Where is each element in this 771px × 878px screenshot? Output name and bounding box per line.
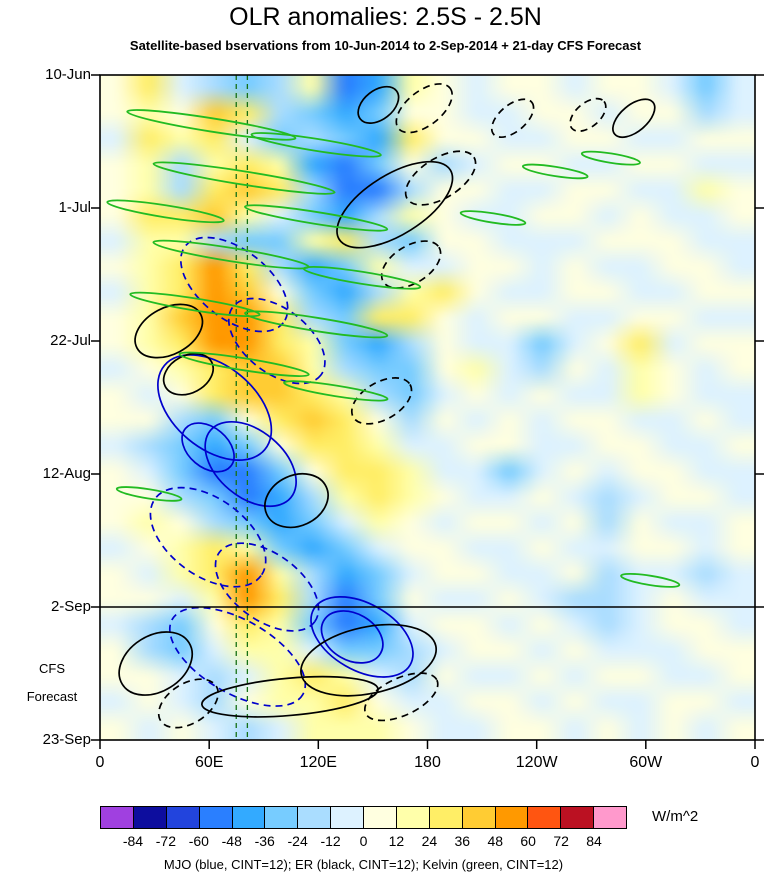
colorbar-level-label: 72 bbox=[553, 833, 569, 849]
x-tick-label: 120W bbox=[515, 754, 558, 771]
colorbar-level-label: -48 bbox=[221, 833, 242, 849]
colorbar-unit-label: W/m^2 bbox=[652, 808, 699, 825]
y-tick-label: 23-Sep bbox=[42, 731, 91, 748]
colorbar-level-label: 12 bbox=[388, 833, 405, 849]
colorbar-cell bbox=[528, 807, 562, 828]
colorbar-level-label: 60 bbox=[520, 833, 536, 849]
colorbar-level-label: 48 bbox=[487, 833, 504, 849]
chart-subtitle: Satellite-based bservations from 10-Jun-… bbox=[129, 38, 642, 53]
colorbar-cell bbox=[133, 807, 167, 828]
colorbar-cell bbox=[429, 807, 463, 828]
page-title: OLR anomalies: 2.5S - 2.5N bbox=[229, 3, 542, 31]
colorbar-level-label: -60 bbox=[188, 833, 209, 849]
olr-anomaly-field bbox=[100, 75, 755, 740]
colorbar-level-label: -72 bbox=[155, 833, 176, 849]
colorbar-level-label: -12 bbox=[320, 833, 341, 849]
colorbar-level-label: 84 bbox=[586, 833, 602, 849]
colorbar-cell bbox=[561, 807, 595, 828]
colorbar-level-label: -24 bbox=[287, 833, 308, 849]
x-tick-label: 60E bbox=[194, 754, 224, 771]
x-tick-label: 60W bbox=[629, 754, 663, 771]
forecast-side-label: Forecast bbox=[26, 688, 78, 704]
colorbar-cell bbox=[199, 807, 233, 828]
colorbar-cell bbox=[101, 807, 134, 828]
colorbar-cell bbox=[594, 807, 626, 828]
x-tick-label: 0 bbox=[95, 754, 105, 771]
colorbar-cell bbox=[331, 807, 364, 828]
forecast-side-label: CFS bbox=[39, 660, 65, 676]
x-tick-label: 120E bbox=[299, 754, 337, 771]
colorbar-cell bbox=[495, 807, 529, 828]
colorbar bbox=[100, 806, 627, 829]
x-tick-label: 0 bbox=[750, 754, 760, 771]
colorbar-cell bbox=[265, 807, 299, 828]
colorbar-cell bbox=[166, 807, 200, 828]
colorbar-cell bbox=[396, 807, 430, 828]
colorbar-level-label: -84 bbox=[122, 833, 144, 849]
colorbar-level-label: -36 bbox=[254, 833, 275, 849]
colorbar-cell bbox=[462, 807, 496, 828]
colorbar-level-label: 36 bbox=[454, 833, 471, 849]
y-tick-label: 1-Jul bbox=[58, 199, 91, 216]
y-tick-label: 2-Sep bbox=[50, 598, 91, 615]
y-tick-label: 10-Jun bbox=[45, 66, 91, 83]
colorbar-cell bbox=[364, 807, 397, 828]
x-tick-label: 180 bbox=[414, 754, 441, 771]
colorbar-cell bbox=[298, 807, 332, 828]
colorbar-level-label: 0 bbox=[359, 833, 368, 849]
y-tick-label: 22-Jul bbox=[50, 332, 91, 349]
colorbar-level-label: 24 bbox=[421, 833, 438, 849]
contour-legend-caption: MJO (blue, CINT=12); ER (black, CINT=12)… bbox=[163, 857, 564, 872]
colorbar-cell bbox=[232, 807, 266, 828]
y-tick-label: 12-Aug bbox=[42, 465, 91, 482]
